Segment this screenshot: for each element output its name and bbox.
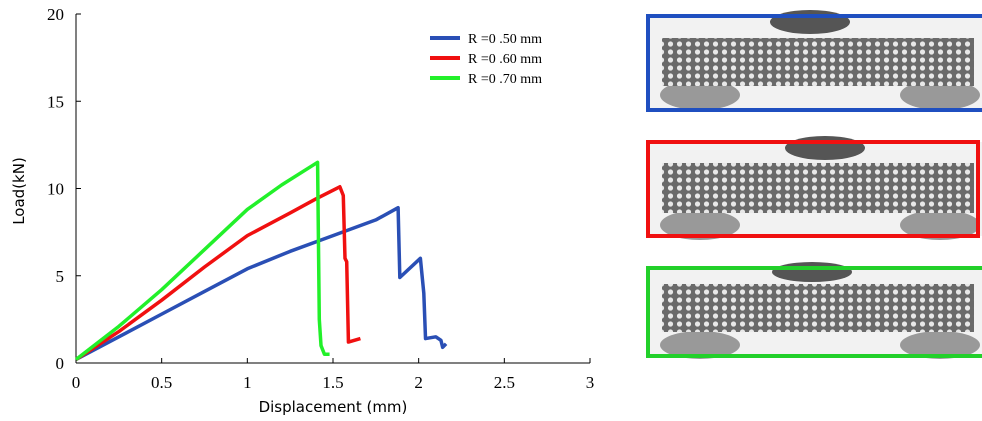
chart: Displacement (mm) Load(kN) 0 0.5 1 1.5 2 2.5 3…: [0, 0, 982, 421]
x-tick-label: 0.5: [151, 373, 172, 392]
page: {"chart_data": {"type": "line", "x_label…: [0, 0, 982, 421]
x-tick-label: 2: [414, 373, 423, 392]
x-tick-label: 3: [586, 373, 595, 392]
y-tick-label: 15: [47, 92, 64, 111]
legend-label: R =0 .60 mm: [468, 52, 542, 67]
x-tick-label: 0: [72, 373, 81, 392]
legend-label: R =0 .50 mm: [468, 32, 542, 47]
x-axis-label: Displacement (mm): [259, 398, 408, 416]
specimen-blue: [648, 10, 982, 110]
y-tick-label: 10: [47, 180, 64, 199]
x-tick-label: 1: [243, 373, 252, 392]
y-tick-label: 5: [56, 267, 65, 286]
y-tick-label: 20: [47, 5, 64, 24]
x-tick-label: 1.5: [322, 373, 343, 392]
specimen-green: [648, 262, 982, 359]
x-tick-label: 2.5: [494, 373, 515, 392]
specimen-photos: [648, 10, 982, 359]
y-axis-label: Load(kN): [10, 157, 28, 225]
y-tick-label: 0: [56, 354, 65, 373]
series-line: [76, 162, 330, 359]
legend-label: R =0 .70 mm: [468, 72, 542, 87]
specimen-red: [648, 136, 982, 240]
series-line: [76, 208, 446, 360]
